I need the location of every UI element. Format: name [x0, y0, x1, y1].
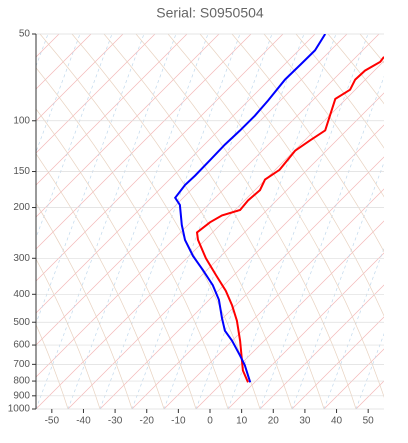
isotherm: [36, 34, 252, 250]
mixing-ratio: [0, 34, 16, 409]
adiabat: [36, 202, 133, 409]
y-tick-label: 300: [13, 253, 30, 264]
isotherm: [67, 92, 384, 409]
y-tick-label: 900: [13, 390, 30, 401]
isotherm: [36, 34, 380, 378]
x-tick-label: 10: [236, 416, 248, 427]
mixing-ratio: [99, 34, 241, 409]
x-tick-label: -10: [171, 416, 186, 427]
isotherm: [36, 34, 188, 186]
adiabat: [135, 34, 357, 409]
x-tick-label: -20: [140, 416, 155, 427]
adiabat: [231, 34, 384, 253]
isotherm: [355, 380, 384, 409]
isotherm: [36, 34, 156, 154]
x-tick-label: -30: [108, 416, 123, 427]
isotherm: [259, 284, 384, 409]
adiabat: [36, 153, 165, 409]
isotherm: [163, 188, 384, 409]
chart-title: Serial: S0950504: [156, 5, 264, 21]
y-tick-label: 400: [13, 289, 30, 300]
profile-line: [195, 56, 384, 383]
isotherm: [36, 34, 124, 122]
mixing-ratio: [36, 34, 177, 409]
x-tick-label: 40: [331, 416, 343, 427]
profile-line: [173, 34, 327, 383]
mixing-ratio: [163, 34, 305, 409]
isotherm: [36, 34, 220, 218]
x-tick-label: -40: [76, 416, 91, 427]
y-tick-label: 600: [13, 340, 30, 351]
y-tick-label: 100: [13, 115, 30, 126]
mixing-ratio: [388, 34, 408, 409]
adiabat: [36, 67, 229, 409]
mixing-ratio: [323, 247, 384, 409]
x-tick-label: 30: [299, 416, 311, 427]
background: [0, 34, 408, 409]
adiabat: [36, 108, 197, 409]
mixing-ratio: [36, 34, 113, 239]
isotherm: [99, 124, 384, 409]
profiles: [173, 34, 384, 383]
adiabat: [36, 407, 37, 409]
y-tick-label: 200: [13, 202, 30, 213]
mixing-ratio: [355, 332, 384, 409]
x-tick-label: -50: [45, 416, 60, 427]
isotherm: [36, 34, 92, 90]
isotherm: [291, 316, 384, 409]
mixing-ratio: [36, 34, 145, 325]
y-tick-label: 1000: [8, 404, 31, 415]
isotherm: [131, 156, 384, 409]
adiabat: [327, 34, 384, 105]
isotherm: [195, 220, 384, 409]
mixing-ratio: [36, 34, 49, 68]
isotherm: [0, 34, 27, 409]
adiabat: [71, 34, 293, 409]
isotherm: [388, 34, 408, 409]
mixing-ratio: [291, 161, 384, 409]
mixing-ratio: [195, 34, 337, 409]
adiabat: [263, 34, 384, 198]
adiabat: [392, 34, 408, 409]
isotherm: [36, 34, 316, 314]
adiabat: [0, 34, 4, 409]
y-tick-label: 50: [19, 29, 31, 40]
adiabat: [167, 34, 384, 399]
isotherm: [323, 348, 384, 409]
mixing-ratio: [131, 34, 273, 409]
mixing-ratio: [259, 75, 384, 409]
isotherm: [36, 34, 60, 58]
adiabat: [103, 34, 325, 409]
adiabat: [36, 323, 69, 409]
adiabat: [199, 34, 384, 317]
isotherm: [36, 34, 348, 346]
isotherm: [227, 252, 384, 409]
isotherm: [36, 60, 384, 409]
y-tick-label: 800: [13, 376, 30, 387]
adiabat: [36, 258, 101, 409]
x-tick-label: 50: [363, 416, 375, 427]
y-tick-label: 500: [13, 317, 30, 328]
x-tick-label: 0: [207, 416, 213, 427]
mixing-ratio: [36, 34, 81, 153]
isotherm: [36, 34, 284, 282]
adiabat: [295, 34, 384, 149]
mixing-ratio: [227, 34, 369, 409]
grid: 501001502003004005006007008009001000-50-…: [8, 29, 384, 427]
y-tick-label: 150: [13, 166, 30, 177]
x-tick-label: 20: [268, 416, 280, 427]
y-tick-label: 700: [13, 359, 30, 370]
mixing-ratio: [67, 34, 209, 409]
